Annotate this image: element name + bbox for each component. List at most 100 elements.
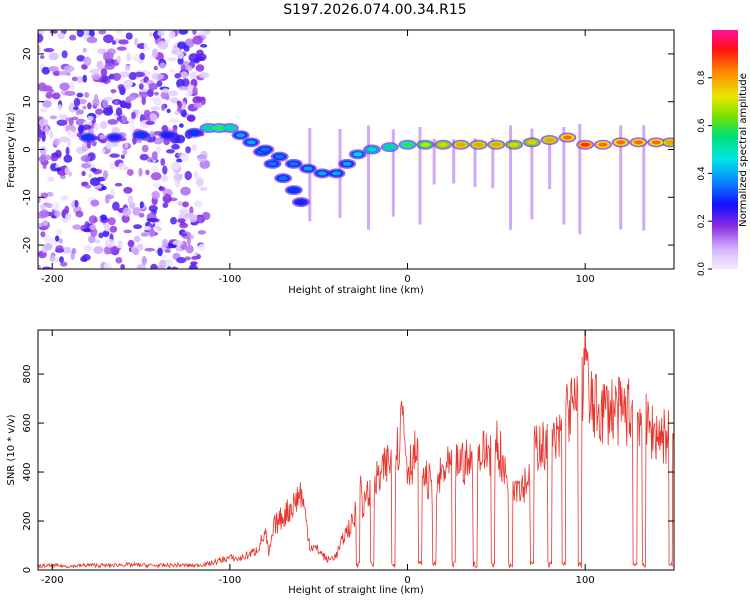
- spectrogram-marks: [38, 30, 674, 269]
- spectrogram-noise-cell: [177, 41, 187, 50]
- spectrogram-noise-cell: [174, 73, 182, 79]
- spectrogram-noise-cell: [171, 143, 180, 150]
- snr-x-ticks: -200 -100 0 100: [41, 330, 595, 586]
- spectrogram-noise-cell: [121, 115, 127, 124]
- spectrogram-noise-cell: [116, 55, 121, 64]
- spectrogram-ridge-core: [474, 142, 484, 147]
- spectrogram-noise-cell: [185, 146, 191, 154]
- spectrogram-y-tick-label: 20: [22, 48, 33, 61]
- spectrogram-ridge-core: [331, 171, 341, 176]
- spectrogram-ridge-core: [420, 142, 430, 147]
- spectrogram-noise-cell: [104, 195, 110, 204]
- spectrogram-noise-cell: [151, 165, 159, 173]
- spectrogram-ridge-core: [289, 188, 299, 193]
- spectrogram-noise-cell: [125, 52, 132, 62]
- spectrogram-noise-cell: [185, 244, 194, 254]
- spectrogram-noise-cell: [193, 170, 199, 180]
- spectrogram-noise-cell: [42, 220, 48, 227]
- spectrogram-noise-cell: [192, 30, 197, 36]
- spectrogram-noise-cell: [126, 168, 134, 176]
- spectrogram-noise-cell: [193, 102, 203, 109]
- spectrogram-noise-cell: [105, 141, 113, 150]
- spectrogram-noise-cell: [68, 102, 76, 113]
- spectrogram-noise-cell: [68, 117, 74, 126]
- spectrogram-noise-cell: [90, 199, 100, 207]
- spectrogram-noise-cell: [41, 66, 51, 75]
- snr-y-tick-label: 400: [22, 462, 33, 481]
- snr-y-tick-label: 800: [22, 365, 33, 384]
- spectrogram-ridge-core: [353, 152, 363, 157]
- spectrogram-noise-cell: [82, 257, 88, 262]
- spectrogram-noise-cell: [136, 243, 144, 251]
- spectrogram-noise-cell: [94, 93, 99, 103]
- spectrogram-noise-cell: [43, 234, 51, 244]
- spectrogram-noise-cell: [151, 97, 161, 102]
- spectrogram-noise-cell: [55, 235, 60, 242]
- spectrogram-noise-cell: [148, 32, 153, 38]
- spectrogram-noise-cell: [73, 97, 81, 107]
- spectrogram-noise-cell: [114, 182, 123, 187]
- spectrogram-y-tick-label: 10: [22, 95, 33, 108]
- spectrogram-noise-cell: [188, 264, 199, 269]
- spectrogram-noise-cell: [171, 266, 178, 269]
- spectrogram-noise-cell: [64, 90, 76, 96]
- spectrogram-noise-cell: [38, 33, 44, 43]
- spectrogram-noise-cell: [115, 244, 124, 249]
- spectrogram-noise-cell: [164, 249, 171, 253]
- spectrogram-noise-cell: [45, 91, 53, 99]
- spectrogram-x-label: Height of straight line (km): [288, 285, 424, 296]
- spectrogram-noise-cell: [93, 123, 99, 131]
- spectrogram-noise-cell: [151, 151, 158, 161]
- spectrogram-noise-cell: [150, 172, 162, 181]
- spectrogram-noise-cell: [151, 48, 159, 58]
- spectrogram-noise-cell: [41, 266, 52, 269]
- spectrogram-noise-cell: [93, 246, 104, 254]
- spectrogram-noise-cell: [166, 108, 171, 114]
- spectrogram-noise-cell: [168, 30, 176, 40]
- spectrogram-noise-cell: [117, 240, 123, 246]
- spectrogram-noise-cell: [114, 99, 119, 106]
- spectrogram-noise-cell: [49, 115, 58, 120]
- spectrogram-noise-cell: [150, 263, 158, 269]
- spectrogram-noise-cell: [178, 85, 189, 91]
- spectrogram-noise-cell: [149, 130, 155, 138]
- spectrogram-noise-cell: [81, 170, 86, 177]
- spectrogram-noise-cell: [68, 171, 73, 177]
- spectrogram-noise-cell: [160, 174, 169, 182]
- spectrogram-noise-cell: [82, 74, 88, 83]
- spectrogram-noise-cell: [124, 64, 131, 72]
- spectrogram-noise-cell: [181, 78, 190, 87]
- spectrogram-noise-cell: [177, 57, 184, 65]
- spectrogram-ridge-core: [317, 171, 327, 176]
- spectrogram-noise-cell: [153, 65, 158, 71]
- spectrogram-noise-cell: [76, 55, 86, 62]
- snr-x-label: Height of straight line (km): [288, 585, 424, 596]
- spectrogram-noise-cell: [180, 71, 189, 78]
- spectrogram-noise-cell: [148, 228, 156, 238]
- spectrogram-noise-cell: [196, 49, 204, 57]
- spectrogram-noise-cell: [170, 162, 180, 171]
- spectrogram-noise-cell: [55, 245, 64, 252]
- spectrogram-noise-cell: [40, 108, 48, 113]
- spectrogram-noise-cell: [86, 36, 98, 44]
- spectrogram-noise-cell: [49, 130, 54, 139]
- spectrogram-noise-cell: [161, 88, 170, 94]
- spectrogram-noise-cell: [90, 167, 97, 172]
- spectrogram-noise-cell: [38, 156, 47, 162]
- spectrogram-noise-cell: [175, 174, 181, 179]
- spectrogram-noise-cell: [145, 169, 150, 175]
- spectrogram-ridge-core: [509, 142, 519, 147]
- spectrogram-noise-cell: [133, 224, 143, 230]
- spectrogram-noise-cell: [179, 222, 189, 229]
- spectrogram-noise-cell: [161, 104, 166, 112]
- spectrogram-ridge-core: [651, 140, 661, 145]
- spectrogram-noise-cell: [186, 114, 196, 122]
- spectrogram-noise-cell: [58, 238, 64, 244]
- spectrogram-noise-cell: [39, 146, 47, 156]
- spectrogram-noise-cell: [89, 224, 97, 230]
- spectrogram-noise-cell: [53, 70, 61, 77]
- spectrogram-x-tick-label: 100: [576, 274, 595, 285]
- spectrogram-ridge-core: [289, 161, 299, 166]
- spectrogram-ridge-core: [260, 147, 270, 152]
